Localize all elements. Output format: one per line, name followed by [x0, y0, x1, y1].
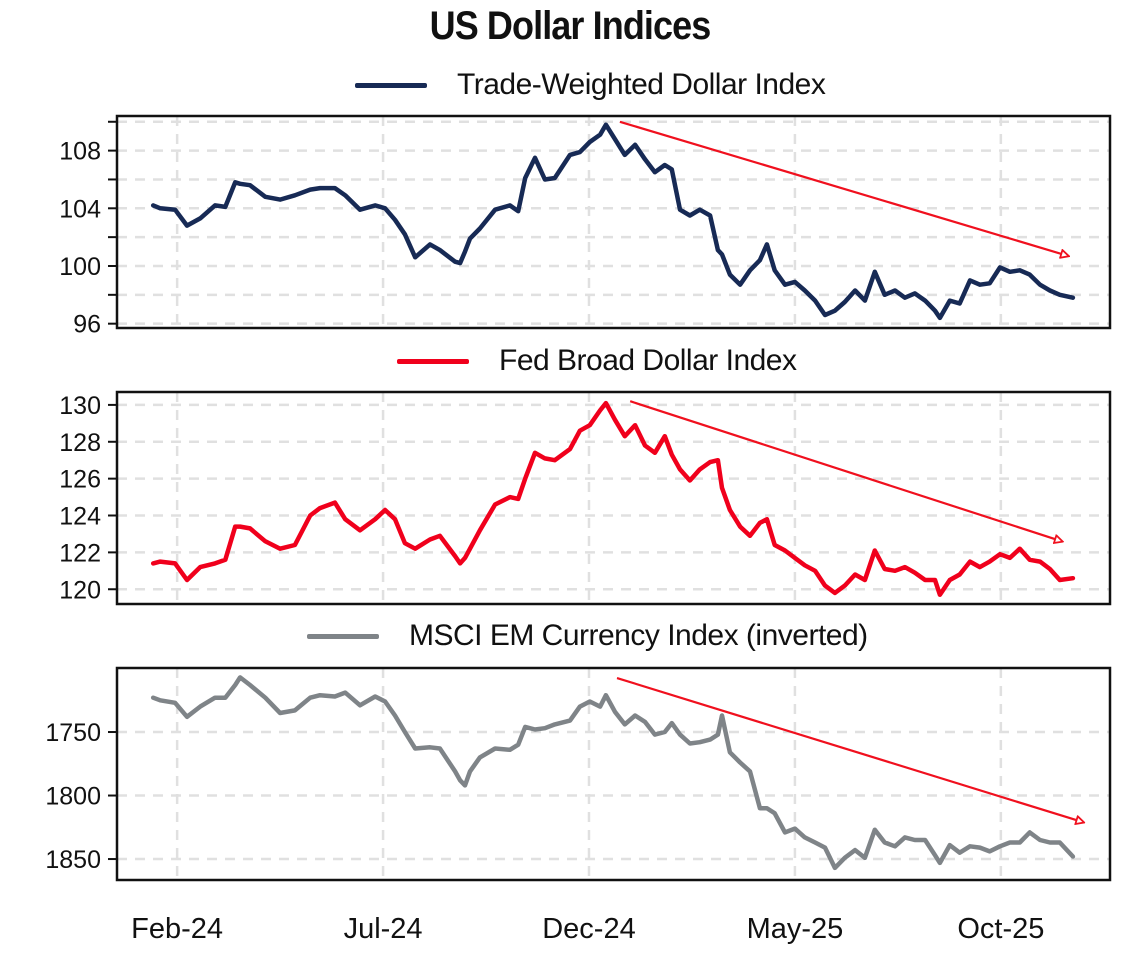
y-tick-label: 128 [59, 429, 101, 457]
series-line-0 [150, 122, 1076, 321]
y-tick-label: 1800 [45, 783, 101, 811]
y-tick-label: 124 [59, 503, 101, 531]
legend-swatch [355, 82, 427, 88]
trend-arrow [619, 120, 1068, 256]
trend-arrow [629, 400, 1062, 541]
chart-title: US Dollar Indices [429, 4, 712, 48]
legend-msci-em: MSCI EM Currency Index (inverted) [307, 619, 868, 653]
legend-label: MSCI EM Currency Index (inverted) [409, 619, 868, 652]
x-tick-label: May-25 [747, 913, 844, 945]
legend-label: Trade-Weighted Dollar Index [457, 68, 826, 101]
x-tick-label: Jul-24 [344, 913, 423, 945]
y-tick-label: 1750 [45, 719, 101, 747]
x-tick-label: Feb-24 [131, 913, 223, 945]
panel-2: 1750 1800 1850 [45, 666, 1112, 882]
y-tick-label: 100 [59, 253, 101, 281]
legend-trade-weighted: Trade-Weighted Dollar Index [355, 68, 826, 102]
y-tick-label: 108 [59, 138, 101, 166]
y-tick-label: 96 [73, 311, 101, 339]
legend-swatch [397, 358, 469, 364]
panel-1: 120 122 124 126 128 130 [59, 390, 1112, 606]
y-tick-label: 126 [59, 466, 101, 494]
y-tick-label: 122 [59, 539, 101, 567]
trend-arrow [616, 676, 1083, 822]
plot-frame [115, 390, 1112, 606]
series-line-2 [150, 675, 1076, 871]
y-tick-label: 130 [59, 392, 101, 420]
legend-fed-broad: Fed Broad Dollar Index [397, 344, 797, 378]
series-line-1 [150, 400, 1076, 598]
plot-frame [115, 114, 1112, 330]
y-tick-label: 1850 [45, 846, 101, 874]
panel-0: 96 100 104 108 [59, 114, 1112, 339]
plot-frame [115, 666, 1112, 882]
x-tick-label: Dec-24 [542, 913, 636, 945]
x-tick-label: Oct-25 [957, 913, 1044, 945]
legend-label: Fed Broad Dollar Index [499, 344, 797, 377]
y-tick-label: 104 [59, 195, 101, 223]
y-tick-label: 120 [59, 576, 101, 604]
legend-swatch [307, 633, 379, 639]
